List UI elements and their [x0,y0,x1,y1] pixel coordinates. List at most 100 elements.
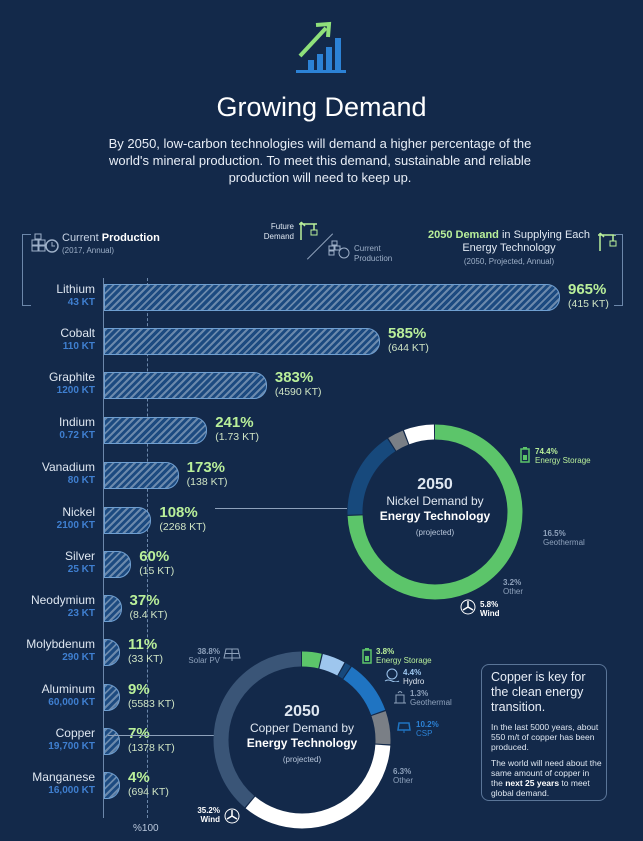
copper-seg-csp: 10.2% CSP [416,720,439,738]
current-production-legend: Current Production (2017, Annual) [62,232,160,255]
geothermal-icon [394,691,406,704]
demand-percent: 383% [274,369,314,386]
copper-seg-storage: 3.8% Energy Storage [376,647,432,665]
donut-segment-energy-storage [347,424,523,600]
mineral-production: 23 KT [67,608,95,619]
copper-seg-geothermal: 1.3% Geothermal [410,689,452,707]
mineral-name: Copper [55,726,95,740]
mineral-row: Vanadium 80 KT 173% (138 KT) [0,458,643,498]
mineral-production: 2100 KT [56,520,95,531]
copper-seg-wind: 35.2% Wind [197,806,220,824]
mineral-name: Manganese [32,770,95,784]
mineral-row: Copper 19,700 KT 7% (1378 KT) [0,724,643,764]
demand-kt: (33 KT) [128,653,164,665]
battery-icon-copper [362,648,372,664]
demand-bar [104,639,120,666]
copper-info-heading: Copper is key for the clean energy trans… [491,670,586,714]
copper-info-p2: The world will need about the same amoun… [491,758,602,798]
hydro-icon [384,668,400,682]
production-icon-small [328,240,350,259]
mineral-row: Lithium 43 KT 965% (415 KT) [0,280,643,320]
demand-bar [104,284,560,311]
demand-kt: (694 KT) [128,786,169,798]
nickel-seg-wind: 5.8% Wind [480,600,500,618]
copper-seg-other: 6.3% Other [393,767,414,785]
demand-percent: 965% [568,281,607,298]
donut-segment-other [213,651,391,829]
demand-kt: (415 KT) [568,298,609,310]
mineral-name: Silver [64,549,95,563]
mineral-production: 60,000 KT [48,697,95,708]
mineral-name: Aluminum [41,682,95,696]
growth-chart-icon [296,21,346,73]
donut-segment-wind [213,651,391,829]
mineral-row: Indium 0.72 KT 241% (1.73 KT) [0,413,643,453]
axis-label: %100 [133,823,159,834]
copper-connector [108,735,214,736]
future-demand-label: Future Demand [263,222,294,241]
demand-percent: 37% [129,592,160,609]
demand-kt: (4590 KT) [274,386,322,398]
mineral-name: Neodymium [30,593,95,607]
demand-legend: 2050 Demand in Supplying Each Energy Tec… [427,229,591,266]
current-production-icon [31,233,59,253]
mineral-row: Molybdenum 290 KT 11% (33 KT) [0,635,643,675]
demand-kt: (5583 KT) [128,698,175,710]
donut-segment-solar-pv [213,651,391,829]
nickel-seg-storage: 74.4% Energy Storage [535,447,591,465]
mineral-production: 16,000 KT [48,785,95,796]
crane-icon-right [598,232,617,251]
baseline-axis [103,278,104,818]
demand-bar [104,462,179,489]
nickel-seg-geothermal: 16.5% Geothermal [543,529,585,547]
mineral-production: 1200 KT [56,385,95,396]
demand-kt: (15 KT) [139,565,175,577]
donut-segment-energy-storage [213,651,391,829]
mineral-name: Molybdenum [26,637,95,651]
page-title: Growing Demand [216,92,427,122]
demand-bar [104,417,208,444]
mineral-row: Graphite 1200 KT 383% (4590 KT) [0,368,643,408]
solar-panel-icon [223,648,241,661]
nickel-seg-other: 3.2% Other [503,578,524,596]
demand-percent: 4% [128,769,150,786]
mineral-production: 80 KT [67,475,95,486]
left-bracket [22,234,31,306]
nickel-connector [215,508,347,509]
mineral-production: 19,700 KT [48,741,95,752]
demand-percent: 11% [128,636,158,653]
nickel-ring-label: 2050 Nickel Demand by Energy Technology (… [360,476,510,537]
mineral-name: Vanadium [41,460,95,474]
demand-percent: 241% [215,414,254,431]
demand-bar [104,728,120,755]
current-production-label: Current Production [354,244,393,263]
mineral-production: 110 KT [62,341,95,352]
csp-icon [397,722,411,733]
hundred-percent-line [147,278,148,818]
demand-percent: 108% [159,504,198,521]
demand-kt: (8.4 KT) [129,609,168,621]
demand-bar [104,684,120,711]
copper-seg-hydro: 4.4% Hydro [403,668,425,686]
mineral-name: Indium [58,415,95,429]
demand-bar [104,595,122,622]
mineral-row: Manganese 16,000 KT 4% (694 KT) [0,768,643,808]
demand-kt: (2268 KT) [159,521,207,533]
demand-bar [104,328,380,355]
mineral-name: Nickel [62,505,95,519]
mineral-production: 43 KT [67,297,95,308]
crane-icon [299,221,318,240]
mineral-row: Neodymium 23 KT 37% (8.4 KT) [0,591,643,631]
mineral-row: Aluminum 60,000 KT 9% (5583 KT) [0,680,643,720]
demand-bar [104,507,152,534]
demand-percent: 7% [128,725,150,742]
demand-bar [104,551,132,578]
mineral-production: 0.72 KT [59,430,95,441]
battery-icon [520,447,530,463]
copper-info-box [481,664,607,801]
demand-kt: (1.73 KT) [215,431,259,443]
copper-ring-label: 2050 Copper Demand by Energy Technology (… [227,703,377,764]
mineral-name: Lithium [56,282,95,296]
demand-kt: (644 KT) [388,342,429,354]
mineral-row: Nickel 2100 KT 108% (2268 KT) [0,503,643,543]
